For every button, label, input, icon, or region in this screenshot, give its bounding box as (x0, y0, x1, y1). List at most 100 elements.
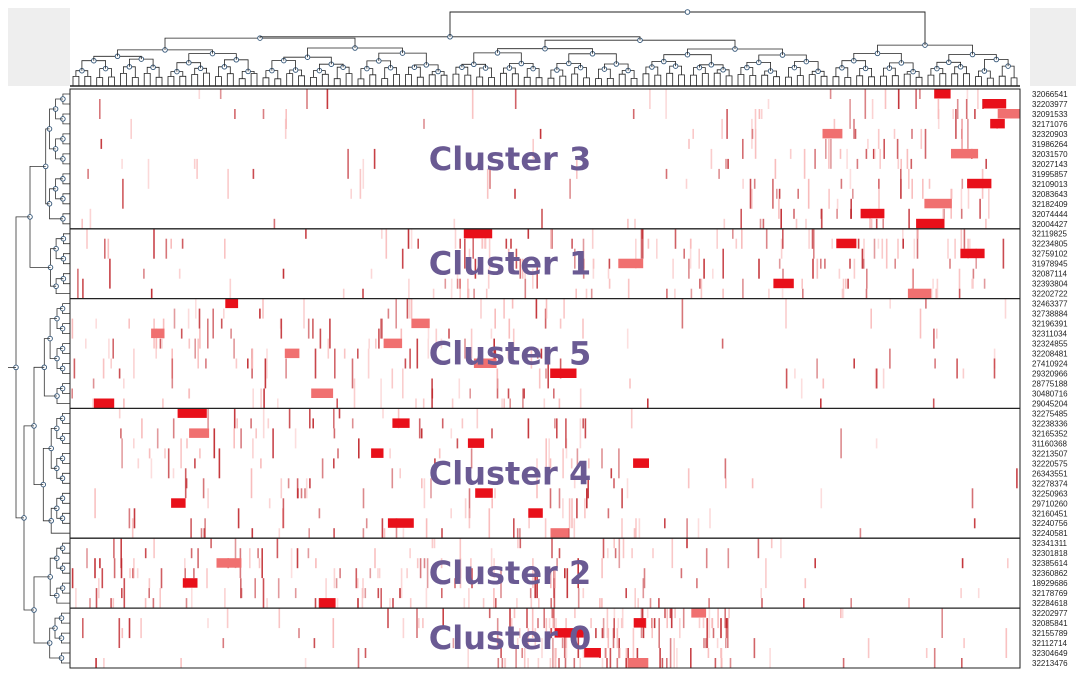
heatmap-tick (487, 268, 490, 289)
heatmap-tick (592, 258, 595, 269)
heatmap-tick (1016, 468, 1018, 489)
heatmap-tick (364, 588, 367, 599)
dendrogram-branch (310, 77, 317, 86)
heatmap-tick (729, 658, 732, 668)
heatmap-tick (507, 348, 509, 359)
heatmap-tick (118, 408, 121, 419)
heatmap-tick (625, 658, 627, 668)
heatmap-tick (716, 228, 718, 249)
heatmap-tick (493, 338, 495, 359)
heatmap-tick (579, 388, 582, 409)
heatmap-tick (294, 588, 297, 599)
heatmap-tick (711, 618, 713, 629)
heatmap-tick (504, 658, 507, 668)
dendrogram-branch (654, 74, 662, 86)
heatmap-tick (136, 568, 139, 579)
heatmap-tick (922, 178, 924, 199)
heatmap-tick (259, 308, 261, 319)
heatmap-tick (288, 408, 291, 429)
heatmap-tick (537, 618, 539, 629)
heatmap-tick (637, 598, 639, 609)
heatmap-tick (795, 218, 798, 229)
heatmap-tick (961, 178, 964, 189)
heatmap-tick (150, 458, 153, 479)
heatmap-tick (191, 588, 193, 609)
heatmap-tick (619, 648, 621, 658)
dendrogram-branch (737, 74, 745, 86)
heatmap-tick (632, 628, 635, 658)
heatmap-tick (266, 598, 268, 609)
heatmap-tick (410, 228, 413, 249)
row-label: 26343551 (1032, 469, 1068, 478)
heatmap-tick (541, 208, 543, 229)
row-label: 32220575 (1032, 459, 1068, 468)
heatmap-tick (362, 158, 365, 189)
heatmap-tick (824, 258, 826, 269)
heatmap-tick (118, 618, 121, 648)
heatmap-tick (364, 648, 367, 658)
heatmap-tick (622, 538, 625, 559)
heatmap-tick (751, 478, 754, 489)
heatmap-tick (870, 218, 873, 229)
heatmap-tick (280, 478, 283, 499)
heatmap-cell (225, 298, 239, 309)
heatmap-cell (371, 448, 384, 458)
heatmap-tick (960, 208, 963, 219)
heatmap-tick (574, 248, 576, 269)
heatmap-tick (409, 348, 411, 369)
heatmap-tick (562, 448, 564, 479)
heatmap-tick (849, 99, 851, 129)
heatmap-tick (850, 598, 852, 609)
heatmap-tick (464, 338, 466, 359)
heatmap-tick (255, 428, 257, 439)
dendrogram-branch (155, 76, 163, 86)
heatmap-tick (608, 258, 611, 269)
dendrogram-node (684, 9, 691, 15)
heatmap-tick (602, 538, 605, 559)
heatmap-cell (860, 208, 885, 219)
row-label: 32234805 (1032, 240, 1068, 249)
heatmap-tick (392, 598, 394, 609)
row-label: 32119825 (1032, 230, 1068, 239)
heatmap-tick (607, 268, 610, 279)
row-label: 32083643 (1032, 190, 1068, 199)
heatmap-tick (300, 488, 303, 499)
heatmap-tick (556, 418, 558, 439)
heatmap-tick (143, 268, 145, 279)
heatmap-tick (871, 99, 874, 119)
dendrogram-branch (963, 73, 970, 86)
heatmap-tick (802, 288, 804, 299)
heatmap-tick (933, 328, 935, 349)
heatmap-tick (240, 588, 243, 599)
heatmap-tick (840, 608, 842, 619)
heatmap-tick (381, 518, 384, 539)
heatmap-tick (235, 358, 238, 369)
heatmap-tick (494, 348, 497, 359)
heatmap-tick (967, 178, 970, 209)
heatmap-tick (391, 368, 394, 389)
heatmap-tick (767, 99, 770, 109)
heatmap-tick (555, 618, 557, 629)
heatmap-tick (500, 648, 502, 658)
heatmap-tick (554, 418, 556, 429)
heatmap-tick (584, 498, 586, 519)
heatmap-tick (690, 288, 693, 299)
heatmap-tick (406, 298, 409, 319)
heatmap-tick (521, 258, 524, 279)
heatmap-tick (112, 598, 115, 609)
heatmap-tick (582, 318, 584, 339)
heatmap-tick (558, 488, 561, 509)
heatmap-tick (780, 538, 782, 559)
heatmap-tick (187, 308, 190, 329)
heatmap-tick (498, 638, 500, 649)
heatmap-tick (723, 218, 726, 229)
heatmap-tick (448, 328, 450, 339)
heatmap-tick (758, 258, 760, 279)
heatmap-tick (543, 398, 546, 409)
heatmap-cell (550, 528, 569, 538)
heatmap-tick (754, 128, 757, 159)
heatmap-tick (853, 258, 856, 279)
heatmap-tick (409, 548, 411, 559)
heatmap-tick (515, 648, 517, 668)
heatmap-tick (381, 228, 383, 239)
